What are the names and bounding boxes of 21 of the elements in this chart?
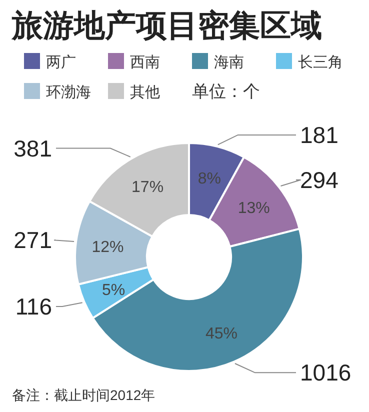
legend-label: 两广 (46, 54, 76, 71)
text: 备注：截止时间2012年 (12, 387, 156, 403)
data-label: 181 (300, 122, 338, 148)
text: 8% (198, 170, 221, 188)
data-label: 271 (14, 227, 52, 254)
legend-label: 海南 (214, 54, 244, 71)
text: 17% (132, 179, 164, 196)
legend-label: 环渤海 (46, 84, 91, 101)
legend-label: 长三角 (298, 54, 343, 71)
text: 45% (205, 325, 238, 342)
data-label: 294 (300, 166, 339, 193)
data-label: 116 (15, 294, 52, 320)
legend-label: 其他 (130, 84, 160, 101)
text: 13% (238, 200, 270, 217)
text: 单位：个 (192, 82, 260, 101)
legend-label: 西南 (130, 54, 160, 71)
data-label: 1016 (300, 360, 352, 386)
chart-title: 旅游地产项目密集区域 (11, 8, 322, 43)
text: 5% (102, 282, 126, 300)
data-label: 381 (14, 135, 52, 162)
text: 12% (92, 239, 124, 256)
